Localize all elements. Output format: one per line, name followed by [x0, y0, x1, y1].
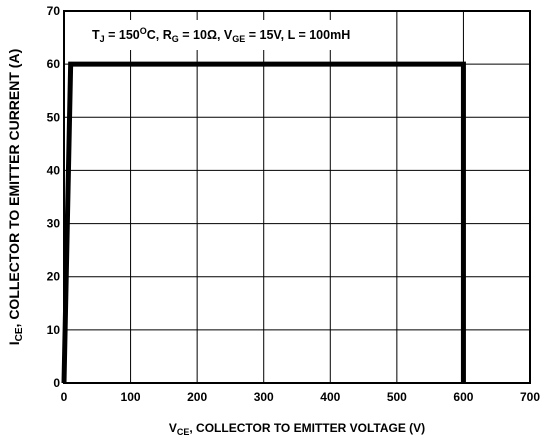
- annot-j-sub: J: [100, 34, 105, 44]
- annot-t: T: [92, 28, 100, 42]
- y-tick-label-0: 0: [53, 376, 60, 390]
- x-tick-label-0: 0: [61, 390, 68, 404]
- y-tick-label-20: 20: [47, 270, 61, 284]
- annot-ge-sub: GE: [232, 34, 245, 44]
- annot-temp: = 150: [105, 28, 140, 42]
- x-tick-label-300: 300: [254, 390, 274, 404]
- y-tick-label-70: 70: [47, 4, 61, 18]
- y-tick-label-40: 40: [47, 163, 61, 177]
- x-tick-label-200: 200: [187, 390, 207, 404]
- x-axis-label-sub: CE: [177, 427, 190, 437]
- annot-rg-val: = 10Ω, V: [179, 28, 233, 42]
- x-tick-label-100: 100: [121, 390, 141, 404]
- y-axis-label-rest: , COLLECTOR TO EMITTER CURRENT (A): [6, 49, 22, 328]
- x-tick-label-400: 400: [320, 390, 340, 404]
- x-tick-label-700: 700: [520, 390, 540, 404]
- y-axis-label-sub: CE: [14, 327, 25, 341]
- plot-frame: [63, 10, 531, 384]
- annot-rest: = 15V, L = 100mH: [245, 28, 350, 42]
- conditions-box: [80, 20, 363, 50]
- y-tick-label-60: 60: [47, 57, 61, 71]
- soa-boundary-line-0: [61, 61, 466, 384]
- y-axis-label-main: I: [6, 341, 22, 345]
- data-series: [61, 61, 466, 384]
- y-tick-label-10: 10: [47, 323, 61, 337]
- x-tick-label-500: 500: [387, 390, 407, 404]
- tick-labels: 0 100 200 300 400 500 600 700 0 10 20 30 40 50 60 70: [47, 4, 541, 404]
- x-axis-label-rest: , COLLECTOR TO EMITTER VOLTAGE (V): [189, 421, 425, 435]
- annot-g-sub: G: [172, 34, 179, 44]
- y-axis-label: ICE, COLLECTOR TO EMITTER CURRENT (A): [6, 49, 25, 346]
- annot-deg-sup: O: [140, 26, 147, 36]
- x-axis-label-main: V: [169, 421, 177, 435]
- grid-lines: [64, 11, 530, 383]
- y-tick-label-30: 30: [47, 217, 61, 231]
- conditions-annotation: TJ = 150OC, RG = 10Ω, VGE = 15V, L = 100…: [92, 26, 350, 44]
- x-tick-label-600: 600: [453, 390, 473, 404]
- y-tick-label-50: 50: [47, 110, 61, 124]
- x-axis-label: VCE, COLLECTOR TO EMITTER VOLTAGE (V): [169, 421, 425, 437]
- annot-rg: C, R: [147, 28, 172, 42]
